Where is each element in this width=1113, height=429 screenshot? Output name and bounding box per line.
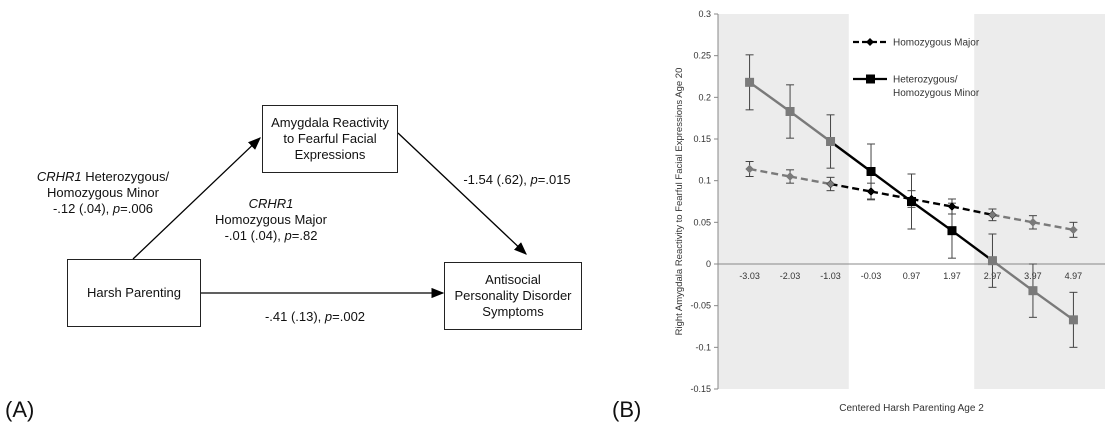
harsh-parenting-node: Harsh Parenting [67, 259, 201, 327]
y-tick-label: -0.1 [695, 342, 711, 352]
p-value-c: =.002 [332, 309, 366, 324]
homozygous-major-line-segment [749, 167, 791, 178]
x-axis-title: Centered Harsh Parenting Age 2 [839, 403, 984, 414]
heterozygous-point [745, 77, 755, 87]
antisocial-node: Antisocial Personality Disorder Symptoms [444, 262, 582, 330]
b-path-label: -1.54 (.62), p=.015 [452, 172, 582, 188]
heterozygous-point [907, 197, 916, 206]
group-hom: Homozygous Major [215, 212, 327, 227]
x-tick-label: 0.97 [903, 271, 921, 281]
y-tick-label: 0.15 [693, 134, 711, 144]
p-label-het: p [112, 201, 121, 216]
p-label-c: p [324, 309, 333, 324]
a-path-heterozygous-label: CRHR1 Heterozygous/ Homozygous Minor -.1… [28, 169, 178, 217]
y-tick-label: 0 [706, 259, 711, 269]
gene-name-hom: CRHR1 [248, 196, 294, 211]
gene-name-het: CRHR1 [36, 169, 82, 184]
y-axis-title: Right Amygdala Reactivity to Fearful Fac… [674, 68, 685, 336]
legend-heterozygous-label-line-1: Heterozygous/ [893, 75, 958, 86]
homozygous-major-line-segment [992, 213, 1034, 224]
heterozygous-point [1028, 286, 1038, 296]
y-tick-label: -0.15 [690, 384, 711, 394]
homozygous-major-line-segment [1032, 221, 1074, 232]
heterozygous-line-segment [870, 170, 913, 203]
group-het-line2: Homozygous Minor [47, 185, 159, 200]
heterozygous-line-segment [951, 229, 994, 262]
heterozygous-point [826, 137, 836, 146]
x-tick-label: -2.03 [780, 271, 801, 281]
y-tick-label: 0.1 [698, 176, 711, 186]
heterozygous-line-segment [910, 200, 953, 232]
heterozygous-line-segment [748, 81, 791, 113]
amygdala-node: Amygdala Reactivity to Fearful Facial Ex… [262, 105, 398, 173]
coef-het: -.12 (.04), [52, 201, 113, 216]
heterozygous-point [987, 256, 997, 266]
homozygous-major-point [745, 164, 754, 174]
amygdala-label-line-3: Expressions [294, 147, 366, 162]
homozygous-major-point [1028, 217, 1038, 227]
harsh-parenting-label: Harsh Parenting [87, 285, 181, 300]
homozygous-major-point [988, 210, 997, 220]
p-value-b: =.015 [537, 172, 571, 187]
heterozygous-line-segment [1032, 289, 1075, 321]
homozygous-major-line-segment [951, 205, 993, 217]
heterozygous-point [785, 107, 795, 116]
p-label-b: p [530, 172, 538, 187]
shaded-region [974, 14, 1105, 389]
x-tick-label: 4.97 [1065, 271, 1083, 281]
heterozygous-line-segment [789, 110, 832, 143]
arrow-amygdala-to-antisocial [397, 132, 527, 255]
shaded-region [718, 14, 849, 389]
arrow-harsh-to-amygdala [132, 137, 261, 260]
p-value-hom: =.82 [291, 228, 318, 243]
heterozygous-line-segment [991, 259, 1034, 292]
homozygous-major-line-segment [830, 182, 872, 193]
amygdala-label-line-1: Amygdala Reactivity [271, 115, 389, 130]
antisocial-label-line-1: Antisocial [485, 272, 541, 287]
antisocial-label-line-3: Symptoms [482, 304, 544, 319]
group-het: Heterozygous/ [81, 169, 170, 184]
a-path-homozygous-major-label: CRHR1 Homozygous Major -.01 (.04), p=.82 [196, 196, 346, 244]
homozygous-major-point [866, 187, 876, 196]
interaction-line-chart: -0.15 -0.1 -0.05 0 0.05 0.1 0.15 0.2 0.25 0.3 -3.0… [674, 9, 1105, 414]
heterozygous-line-segment [829, 140, 872, 173]
coef-c: -.41 (.13), [264, 309, 325, 324]
coef-hom: -.01 (.04), [224, 228, 285, 243]
legend-homozygous-major-label: Homozygous Major [893, 38, 980, 49]
homozygous-major-point [826, 179, 835, 189]
legend-homozygous-major-marker [866, 38, 874, 46]
x-tick-label: -1.03 [820, 271, 841, 281]
p-value-het: =.006 [120, 201, 154, 216]
y-tick-label: 0.2 [698, 92, 711, 102]
legend-heterozygous-marker [866, 74, 875, 84]
path-diagram-arrows [132, 132, 527, 299]
panel-b-label: (B) [612, 397, 642, 422]
homozygous-major-line-segment [911, 197, 953, 208]
homozygous-major-point [785, 172, 795, 181]
heterozygous-point [866, 167, 876, 176]
legend-heterozygous-label-line-2: Homozygous Minor [893, 88, 980, 99]
antisocial-label-line-2: Personality Disorder [454, 288, 572, 303]
homozygous-major-point [947, 202, 957, 211]
amygdala-label-line-2: to Fearful Facial [283, 131, 377, 146]
y-tick-label: 0.25 [693, 51, 711, 61]
homozygous-major-line-segment [789, 175, 831, 186]
heterozygous-point [947, 226, 957, 236]
y-tick-label: 0.05 [693, 217, 711, 227]
coef-b: -1.54 (.62), [463, 172, 531, 187]
x-tick-label: -3.03 [739, 271, 760, 281]
panel-a-label: (A) [5, 397, 35, 422]
p-label-hom: p [284, 228, 292, 243]
y-tick-label: 0.3 [698, 9, 711, 19]
c-path-label: -.41 (.13), p=.002 [250, 309, 380, 325]
x-tick-label: 1.97 [943, 271, 961, 281]
y-tick-label: -0.05 [690, 301, 711, 311]
x-tick-label: -0.03 [861, 271, 882, 281]
heterozygous-point [1068, 315, 1078, 325]
homozygous-major-point [1069, 225, 1078, 235]
